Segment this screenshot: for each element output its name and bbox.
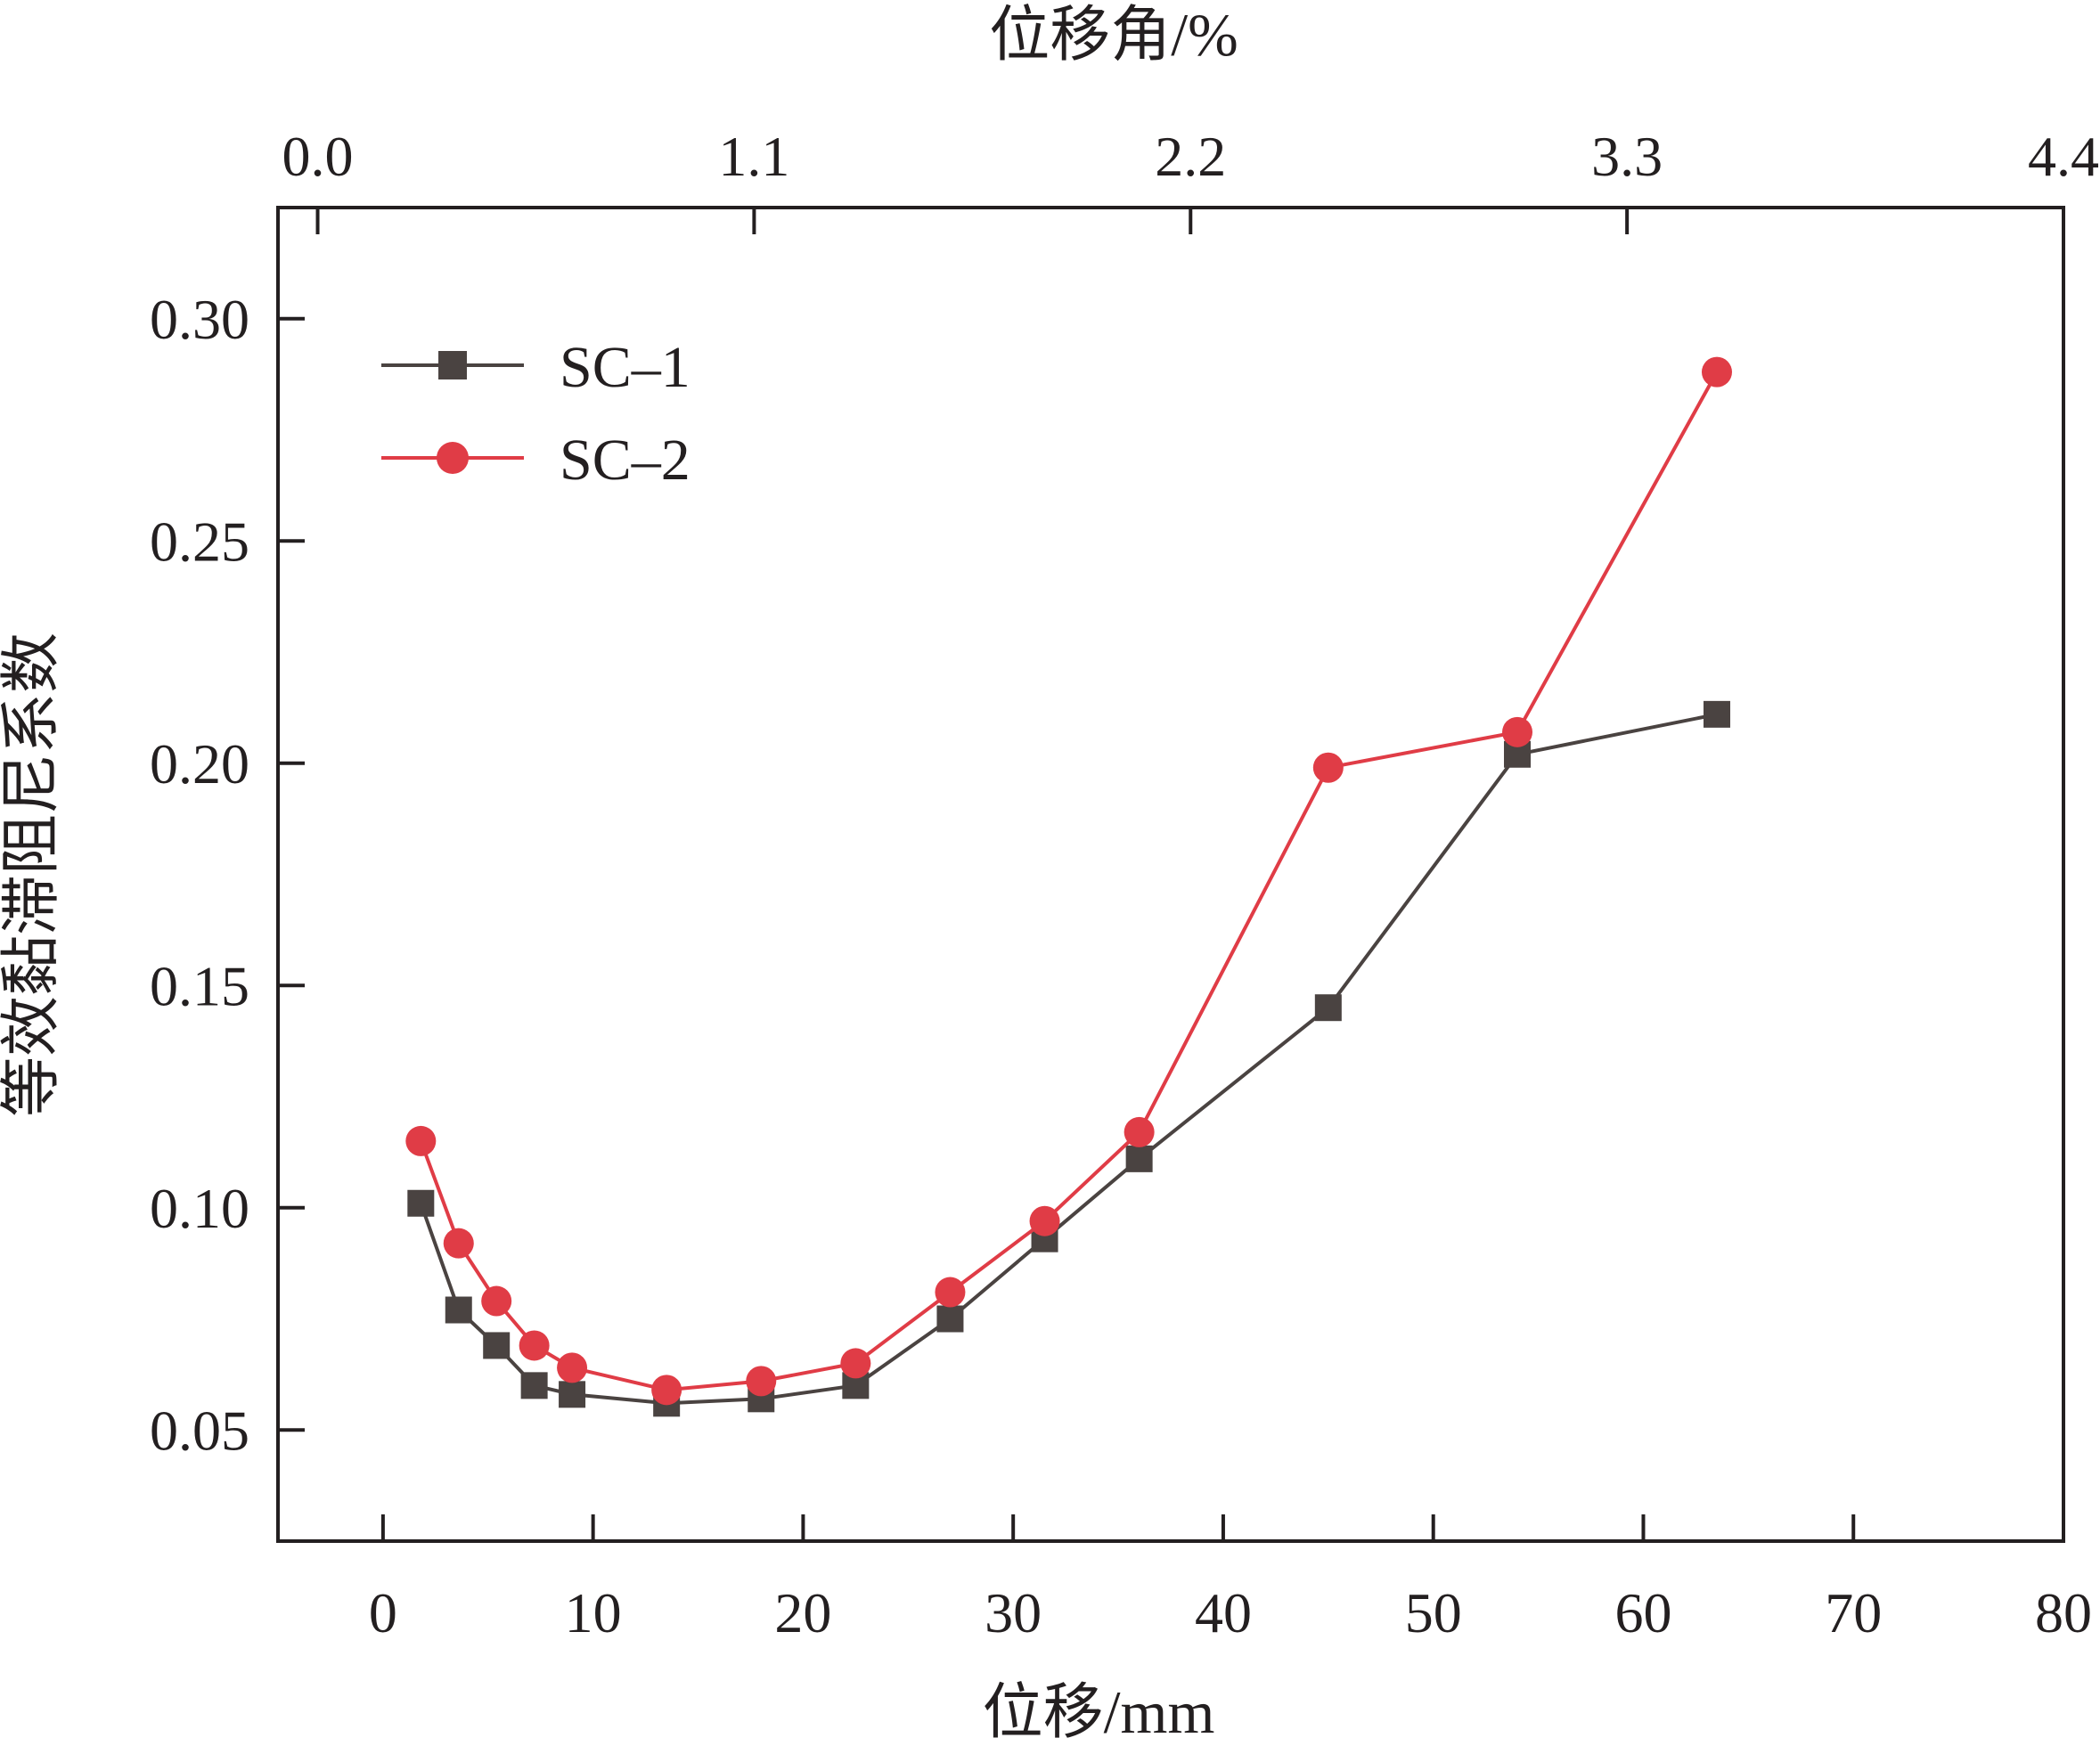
y-tick-label-2: 0.15 (150, 954, 249, 1017)
series-2-point-12 (1502, 716, 1533, 747)
series-1-point-1 (445, 1296, 472, 1324)
series-2-point-13 (1701, 356, 1732, 388)
plot-frame (276, 206, 2065, 1543)
x2-tick-label-1: 1.1 (718, 125, 789, 188)
x-axis-title: 位移/mm (983, 1678, 1215, 1742)
series-2-point-3 (519, 1330, 550, 1361)
x-tick-label-3: 30 (985, 1581, 1042, 1644)
series-1-point-0 (407, 1189, 435, 1217)
series-1-point-4 (559, 1381, 586, 1408)
series-2-point-1 (443, 1228, 474, 1259)
legend-label-sc1: SC–1 (560, 335, 690, 400)
series-1-point-3 (520, 1372, 548, 1399)
series-1-point-10 (1125, 1145, 1153, 1172)
series-1-point-8 (936, 1305, 964, 1333)
legend-marker-sc2 (437, 442, 469, 474)
series-2-point-10 (1124, 1116, 1155, 1147)
series-2-point-6 (746, 1366, 777, 1397)
series-2-point-11 (1312, 752, 1344, 783)
ticks-layer: 0 10 20 30 40 50 60 70 80 0.05 0.10 0.15 0.20 0.25 0.3… (150, 125, 2099, 1644)
x-tick-label-4: 40 (1195, 1581, 1252, 1644)
legend: SC–1 SC–2 (381, 335, 690, 493)
legend-marker-sc1 (438, 351, 467, 379)
x2-tick-label-0: 0.0 (282, 125, 354, 188)
x2-tick-label-2: 2.2 (1155, 125, 1226, 188)
series-2-point-7 (840, 1348, 871, 1379)
series-2-point-9 (1029, 1205, 1060, 1236)
series-2-point-5 (651, 1375, 682, 1406)
y-tick-label-4: 0.25 (150, 510, 249, 573)
x-tick-label-0: 0 (369, 1581, 397, 1644)
x2-tick-label-4: 4.4 (2028, 125, 2099, 188)
series-line-1 (419, 712, 1718, 1406)
y-tick-label-0: 0.05 (150, 1399, 249, 1462)
series-2-point-2 (481, 1285, 512, 1317)
series-2-point-8 (935, 1277, 966, 1308)
x-tick-label-2: 20 (774, 1581, 831, 1644)
x-tick-label-1: 10 (565, 1581, 622, 1644)
y-tick-label-3: 0.20 (150, 732, 249, 795)
series-layer (405, 356, 1732, 1417)
x-tick-label-6: 60 (1614, 1581, 1671, 1644)
series-2-point-0 (405, 1125, 437, 1156)
series-1-point-13 (1703, 700, 1730, 728)
x-tick-label-8: 80 (2035, 1581, 2092, 1644)
x-tick-label-5: 50 (1405, 1581, 1462, 1644)
x2-axis-title: 位移角/% (989, 1, 1238, 69)
series-2-point-4 (557, 1352, 588, 1383)
series-1-point-11 (1314, 994, 1342, 1022)
y-tick-label-1: 0.10 (150, 1177, 249, 1240)
x-tick-label-7: 70 (1825, 1581, 1882, 1644)
y-tick-label-5: 0.30 (150, 288, 249, 351)
series-1-point-2 (483, 1332, 511, 1359)
series-line-2 (419, 371, 1719, 1392)
legend-label-sc2: SC–2 (560, 428, 690, 493)
x2-tick-label-3: 3.3 (1591, 125, 1663, 188)
y-axis-title: 等效黏滞阻尼系数 (0, 632, 65, 1117)
